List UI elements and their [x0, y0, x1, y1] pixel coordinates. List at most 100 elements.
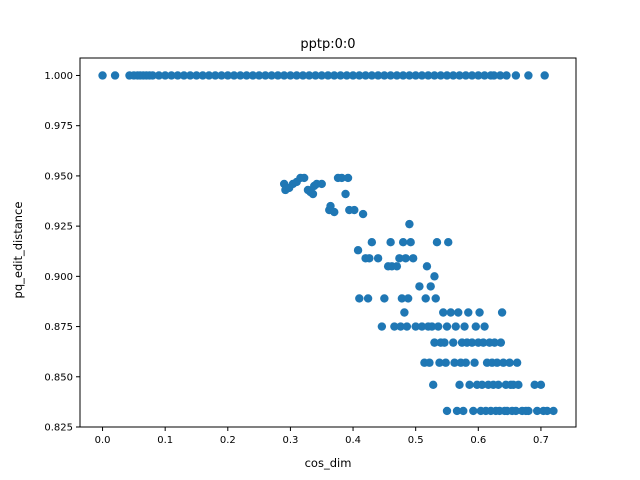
scatter-point — [461, 358, 470, 367]
scatter-point — [395, 254, 404, 263]
scatter-point — [248, 71, 258, 80]
scatter-point — [440, 338, 449, 347]
scatter-point — [405, 219, 414, 229]
scatter-point — [524, 71, 533, 80]
scatter-point — [439, 308, 448, 317]
scatter-point — [479, 338, 488, 347]
scatter-point — [305, 71, 314, 80]
scatter-point — [341, 189, 350, 199]
scatter-point — [311, 71, 320, 80]
scatter-point — [474, 71, 483, 80]
scatter-point — [348, 71, 358, 80]
scatter-point — [286, 71, 295, 80]
y-tick-label: 0.950 — [44, 171, 73, 182]
scatter-point — [494, 380, 503, 390]
scatter-point — [398, 238, 408, 247]
scatter-point — [422, 262, 432, 271]
scatter-point — [489, 71, 499, 80]
scatter-point — [434, 322, 443, 331]
scatter-point — [192, 71, 201, 80]
scatter-point — [532, 406, 542, 416]
scatter-point — [530, 380, 539, 390]
scatter-point — [326, 201, 335, 211]
y-axis-label: pq_edit_distance — [11, 202, 25, 299]
scatter-point — [540, 71, 549, 80]
scatter-point — [490, 338, 499, 347]
scatter-point — [455, 380, 464, 390]
scatter-point — [261, 71, 270, 80]
scatter-point — [330, 207, 339, 217]
scatter-point — [470, 358, 479, 367]
scatter-point — [542, 406, 552, 416]
scatter-point — [343, 173, 353, 183]
scatter-point — [455, 71, 464, 80]
y-tick-label: 1.000 — [44, 71, 73, 82]
scatter-point — [367, 71, 377, 80]
scatter-point — [425, 358, 434, 367]
scatter-point — [148, 71, 157, 80]
scatter-point — [358, 209, 368, 219]
scatter-point — [461, 71, 470, 80]
scatter-point — [154, 71, 164, 80]
scatter-point — [424, 71, 433, 80]
scatter-point — [397, 294, 407, 303]
scatter-point — [110, 71, 120, 80]
scatter-point — [403, 294, 413, 303]
scatter-point — [363, 294, 373, 303]
scatter-point — [408, 254, 418, 263]
scatter-point — [217, 71, 226, 80]
scatter-point — [392, 71, 402, 80]
scatter-point — [459, 406, 468, 416]
scatter-point — [211, 71, 220, 80]
scatter-point — [469, 406, 478, 416]
scatter-point — [204, 71, 214, 80]
scatter-point — [406, 238, 415, 247]
chart-title: pptp:0:0 — [300, 37, 355, 52]
scatter-point — [449, 338, 458, 347]
scatter-point — [421, 294, 430, 303]
scatter-point — [380, 294, 389, 303]
y-tick-label: 0.850 — [44, 372, 73, 383]
scatter-point — [536, 380, 546, 390]
scatter-point — [417, 71, 427, 80]
scatter-point — [496, 338, 506, 347]
scatter-point — [430, 272, 439, 281]
scatter-point — [308, 189, 318, 199]
scatter-point — [502, 71, 511, 80]
scatter-point — [350, 205, 359, 215]
scatter-point — [460, 322, 469, 331]
x-tick-label: 0.7 — [533, 435, 549, 446]
scatter-point — [179, 71, 189, 80]
x-ticks: 0.0 0.1 0.2 0.3 0.4 0.5 0.6 0.7 — [95, 427, 549, 446]
scatter-point — [549, 406, 558, 416]
scatter-point — [223, 71, 232, 80]
scatter-point — [377, 322, 387, 331]
scatter-point — [392, 262, 402, 271]
scatter-point — [514, 380, 523, 390]
scatter-point — [512, 358, 522, 367]
y-tick-label: 0.925 — [44, 222, 73, 233]
scatter-point — [367, 238, 377, 247]
plot-frame — [79, 57, 577, 428]
x-tick-label: 0.4 — [345, 435, 361, 446]
scatter-point — [435, 358, 444, 367]
scatter-point — [173, 71, 182, 80]
scatter-point — [454, 308, 463, 317]
scatter-point — [396, 322, 405, 331]
scatter-point — [497, 308, 507, 317]
scatter-point — [475, 308, 484, 317]
scatter-point — [442, 322, 452, 331]
scatter-point — [254, 71, 264, 80]
scatter-point — [273, 71, 283, 80]
scatter-point — [355, 294, 364, 303]
y-ticks: 0.825 0.850 0.875 0.900 0.925 0.950 0.975 1.000 — [44, 71, 80, 434]
x-axis-label: cos_dim — [305, 456, 352, 470]
scatter-point — [279, 71, 289, 80]
scatter-point — [342, 71, 351, 80]
scatter-point — [524, 406, 533, 416]
scatter-point — [452, 406, 462, 416]
x-tick-label: 0.0 — [95, 435, 111, 446]
scatter-point — [386, 238, 395, 247]
scatter-point — [417, 322, 427, 331]
